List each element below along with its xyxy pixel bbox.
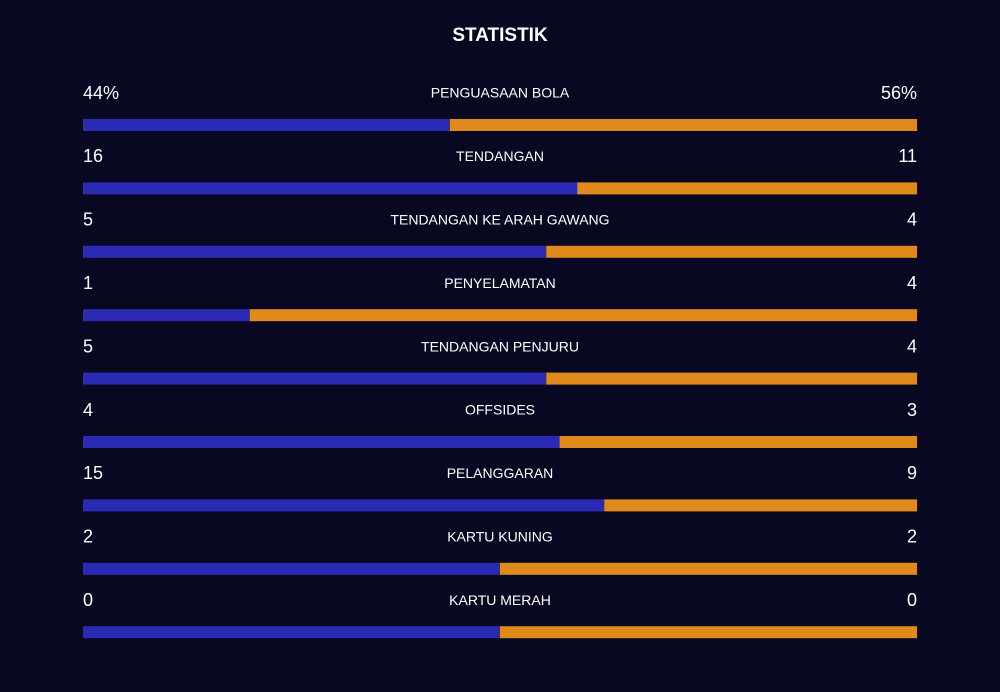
stat-label: OFFSIDES [465,402,535,418]
title: STATISTIK [452,25,548,46]
away-value: 9 [907,463,917,483]
home-bar [83,182,578,195]
stat-label: TENDANGAN [456,148,544,164]
stat-label: TENDANGAN KE ARAH GAWANG [390,212,609,228]
home-bar [83,436,560,448]
home-value: 16 [83,146,103,166]
away-value: 11 [898,146,917,166]
stat-label: TENDANGAN PENJURU [421,338,579,354]
away-bar [449,119,917,131]
away-value: 4 [907,210,917,230]
away-bar [500,626,917,639]
home-bar [83,372,547,385]
home-value: 15 [83,463,103,483]
stat-label: PENYELAMATAN [444,275,556,291]
stat-label: KARTU KUNING [447,529,553,545]
home-value: 2 [83,527,93,547]
away-value: 56% [881,83,917,103]
stat-label: KARTU MERAH [449,592,551,608]
home-value: 4 [83,400,93,420]
home-bar [83,309,250,322]
away-value: 2 [907,527,917,547]
away-bar [249,309,918,322]
away-value: 4 [907,273,917,293]
away-value: 0 [907,590,917,610]
away-bar [577,182,917,195]
away-bar [500,562,917,575]
home-value: 1 [83,273,93,293]
away-bar [559,436,917,448]
away-bar [546,372,917,385]
home-bar [83,245,547,258]
away-value: 4 [907,336,917,356]
away-value: 3 [907,400,917,420]
home-value: 5 [83,210,93,230]
home-bar [83,499,605,512]
home-value: 0 [83,590,93,610]
home-value: 5 [83,336,93,356]
away-bar [546,245,917,258]
home-value: 44% [83,83,119,103]
stat-label: PENGUASAAN BOLA [431,85,570,101]
home-bar [83,562,500,575]
away-bar [604,499,917,512]
home-bar [83,626,500,639]
home-bar [83,119,450,131]
stat-label: PELANGGARAN [447,465,554,481]
